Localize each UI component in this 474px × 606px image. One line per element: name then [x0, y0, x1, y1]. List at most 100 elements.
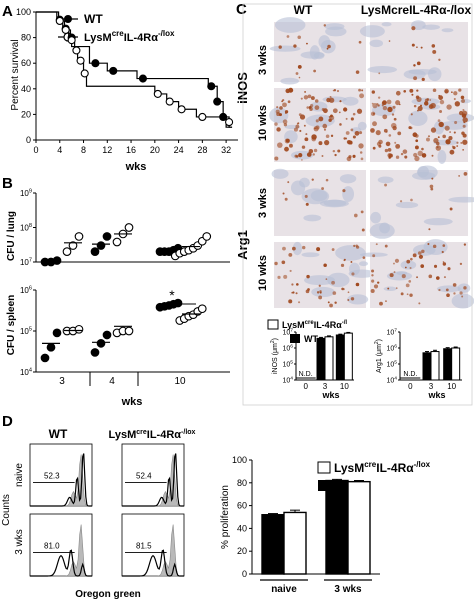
stain-dot: [444, 125, 450, 131]
survival-point-wt: [138, 74, 147, 83]
stain-dot: [287, 181, 290, 184]
stain-dot: [458, 175, 460, 177]
stain-dot: [285, 138, 290, 143]
survival-point-wt: [213, 97, 222, 106]
stain-dot: [415, 95, 420, 100]
stain-dot: [359, 93, 365, 99]
stain-dot: [439, 99, 445, 105]
survival-y-tick-label: 60: [21, 58, 31, 68]
stain-dot: [436, 146, 439, 149]
stain-dot: [430, 127, 437, 133]
prolif-bar-wt: [261, 514, 285, 575]
stain-dot: [297, 65, 302, 69]
inos-bar-ko: [343, 332, 353, 381]
stain-dot: [276, 106, 279, 109]
stain-dot: [409, 266, 412, 270]
stain-dot: [421, 77, 425, 82]
survival-x-tick-label: 28: [197, 145, 207, 155]
stain-dot: [378, 72, 381, 75]
stain-dot: [276, 112, 281, 117]
lung-point-wt: [96, 241, 106, 250]
stain-dot: [358, 143, 364, 149]
stain-dot: [454, 101, 460, 107]
tissue-blob: [451, 293, 474, 309]
tissue-blob: [299, 177, 310, 188]
arg1-x-tick-label: 3: [429, 382, 434, 391]
stain-dot: [387, 287, 390, 290]
stain-dot: [441, 250, 444, 254]
stain-dot: [334, 153, 337, 157]
panel-letter-b: B: [2, 175, 13, 192]
stain-dot: [370, 128, 375, 133]
stain-dot: [449, 207, 453, 211]
stain-dot: [403, 89, 407, 93]
arg1-bar-ko: [451, 347, 461, 381]
panel-letter-c: C: [236, 1, 247, 18]
stain-dot: [361, 228, 365, 232]
stain-dot: [453, 91, 458, 96]
stain-dot: [456, 141, 459, 144]
stain-dot: [303, 95, 309, 100]
stain-dot: [395, 143, 401, 149]
stain-dot: [309, 106, 314, 111]
legend-ko-text: LysMcreIL-4Rα-/l: [282, 320, 347, 330]
tissue-blob: [311, 286, 335, 298]
stain-dot: [409, 293, 413, 297]
stain-dot: [343, 107, 348, 112]
stain-dot: [445, 140, 448, 143]
prolif-y-tick-label: 0: [242, 569, 247, 579]
stain-dot: [336, 89, 340, 93]
stain-dot: [282, 119, 288, 125]
arg1-y-tick-label: 104: [386, 375, 397, 384]
tissue-blob: [300, 51, 325, 59]
stain-dot: [314, 99, 319, 103]
spleen-y-tick-label: 104: [20, 367, 32, 377]
stain-dot: [318, 141, 323, 146]
prolif-bar-ko: [283, 511, 307, 575]
prolif-x-label: naive: [271, 584, 297, 595]
stain-dot: [277, 275, 281, 279]
prolif-y-tick-label: 100: [232, 455, 247, 465]
stain-dot: [400, 152, 404, 156]
inos-y-tick-label: 107: [282, 327, 293, 336]
stain-dot: [359, 131, 363, 135]
stain-dot: [322, 123, 328, 129]
stain-dot: [385, 130, 388, 133]
stain-dot: [298, 76, 301, 79]
spleen-point-wt: [46, 342, 56, 352]
stain-dot: [395, 155, 400, 159]
stain-dot: [399, 200, 403, 203]
prolif-bar-wt: [325, 479, 349, 575]
prolif-y-tick-label: 20: [237, 546, 247, 556]
tissue-blob: [301, 252, 320, 258]
stain-dot: [282, 192, 285, 195]
inos-ylabel: iNOS (μm2): [270, 338, 279, 374]
survival-y-tick-label: 20: [21, 109, 31, 119]
inos-nd-label: N.D.: [299, 371, 313, 378]
survival-x-tick-label: 12: [102, 145, 112, 155]
stain-dot: [401, 274, 406, 279]
stain-dot: [420, 264, 425, 268]
flow-ko-naive-gate-value: 52.4: [136, 471, 152, 480]
stain-dot: [414, 145, 419, 150]
stain-dot: [437, 136, 440, 139]
survival-point-ko: [55, 16, 64, 26]
stain-dot: [405, 283, 410, 288]
stain-dot: [321, 187, 325, 190]
stain-dot: [462, 133, 467, 138]
lung-y-tick-label: 108: [20, 223, 32, 233]
stain-dot: [360, 210, 364, 214]
stain-dot: [375, 243, 378, 246]
cfu-charts: CFU / lung CFU / spleen wks * 107 108 109 1…: [6, 188, 230, 408]
stain-dot: [292, 246, 296, 251]
stain-dot: [307, 288, 310, 291]
spleen-group-label: 10: [174, 376, 186, 387]
histology-col-wt: WT: [294, 3, 313, 17]
flow-ylabel: Counts: [1, 494, 12, 526]
stain-dot: [427, 135, 431, 138]
spleen-point-ko: [124, 326, 134, 336]
stain-dot: [375, 130, 381, 136]
stain-dot: [310, 96, 315, 101]
stain-dot: [432, 88, 437, 92]
